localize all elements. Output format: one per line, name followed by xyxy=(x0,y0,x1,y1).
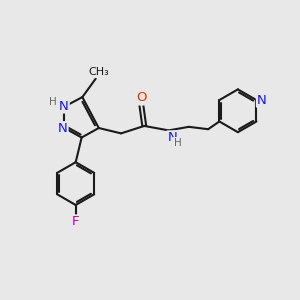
Text: N: N xyxy=(167,131,177,144)
Text: CH₃: CH₃ xyxy=(88,67,109,77)
Text: H: H xyxy=(49,97,57,107)
Text: N: N xyxy=(59,100,69,112)
Text: N: N xyxy=(58,122,68,135)
Text: H: H xyxy=(174,138,182,148)
Text: N: N xyxy=(257,94,267,106)
Text: F: F xyxy=(72,215,80,228)
Text: O: O xyxy=(136,92,146,104)
